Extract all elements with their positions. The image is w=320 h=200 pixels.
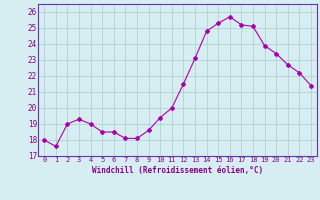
X-axis label: Windchill (Refroidissement éolien,°C): Windchill (Refroidissement éolien,°C) <box>92 166 263 175</box>
